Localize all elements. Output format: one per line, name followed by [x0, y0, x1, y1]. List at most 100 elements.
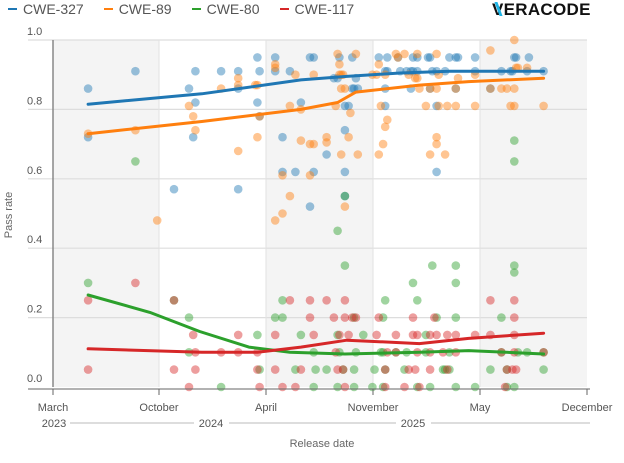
data-point-cwe-80 [349, 365, 359, 374]
data-point-cwe-89 [270, 63, 280, 73]
data-point-cwe-327 [453, 53, 463, 62]
data-point-cwe-80 [296, 330, 306, 340]
data-point-cwe-89 [351, 49, 361, 59]
y-tick-label: 0.8 [27, 95, 42, 107]
data-point-cwe-80 [131, 157, 140, 166]
data-point-cwe-89 [383, 115, 392, 125]
data-point-cwe-117 [510, 296, 519, 305]
data-point-cwe-89 [502, 84, 512, 93]
data-point-cwe-89 [393, 53, 403, 62]
data-point-cwe-89 [305, 139, 315, 149]
data-point-cwe-80 [510, 382, 519, 392]
trend-line-cwe-117 [86, 331, 546, 354]
data-point-cwe-327 [131, 66, 140, 76]
data-point-cwe-327 [305, 202, 315, 211]
data-point-cwe-327 [445, 53, 454, 62]
data-point-cwe-117 [425, 365, 435, 374]
data-point-cwe-89 [374, 60, 384, 69]
data-point-cwe-89 [432, 139, 441, 149]
data-point-cwe-327 [510, 53, 519, 62]
data-point-cwe-89 [376, 101, 386, 111]
data-point-cwe-327 [216, 66, 226, 76]
data-point-cwe-117 [335, 330, 344, 340]
trend-line-cwe-89 [86, 76, 546, 136]
data-point-cwe-117 [425, 330, 435, 340]
data-point-cwe-327 [413, 53, 422, 62]
data-point-cwe-327 [425, 84, 435, 93]
data-point-cwe-327 [191, 98, 200, 107]
data-point-cwe-327 [291, 167, 300, 177]
data-point-cwe-117 [502, 365, 512, 374]
data-point-cwe-80 [368, 382, 377, 392]
data-point-cwe-327 [432, 101, 441, 111]
data-point-cwe-117 [432, 330, 441, 340]
data-point-cwe-80 [510, 136, 519, 145]
data-point-cwe-117 [278, 382, 287, 392]
data-point-cwe-89 [539, 101, 548, 111]
data-point-cwe-80 [432, 313, 441, 322]
data-point-cwe-117 [374, 313, 384, 322]
x-tick-label: May [470, 402, 491, 414]
data-point-cwe-80 [539, 365, 548, 374]
data-point-cwe-80 [278, 296, 287, 305]
data-point-cwe-89 [434, 101, 444, 111]
data-point-cwe-327 [184, 84, 194, 93]
data-point-cwe-80 [408, 278, 418, 288]
data-point-cwe-80 [370, 365, 379, 374]
data-point-cwe-89 [410, 73, 420, 83]
data-point-cwe-327 [169, 184, 179, 194]
data-point-cwe-89 [374, 150, 384, 159]
data-point-cwe-89 [322, 138, 331, 147]
data-point-cwe-117 [253, 365, 262, 374]
data-point-cwe-327 [344, 101, 353, 111]
data-point-cwe-117 [329, 313, 339, 322]
data-point-cwe-89 [451, 101, 461, 111]
data-point-cwe-80 [255, 365, 264, 374]
data-point-cwe-117 [404, 365, 414, 374]
data-point-cwe-89 [400, 49, 409, 59]
data-point-cwe-117 [340, 313, 350, 322]
data-point-cwe-89 [336, 150, 346, 159]
data-point-cwe-117 [400, 382, 409, 392]
x-tick-label: April [255, 402, 277, 414]
data-point-cwe-89 [391, 49, 401, 59]
data-point-cwe-117 [410, 365, 420, 374]
data-point-cwe-327 [191, 66, 200, 76]
data-point-cwe-117 [380, 365, 390, 374]
data-point-cwe-80 [340, 261, 350, 270]
x-tick-label: December [562, 402, 613, 414]
data-point-cwe-327 [423, 53, 433, 62]
data-point-cwe-117 [296, 365, 306, 374]
y-tick-label: 0.0 [27, 373, 42, 385]
x-axis-title: Release date [290, 438, 355, 450]
data-point-cwe-327 [425, 53, 435, 62]
data-point-cwe-117 [305, 313, 315, 322]
plot-band [159, 40, 266, 387]
data-point-cwe-327 [451, 53, 461, 62]
data-point-cwe-80 [510, 157, 519, 166]
data-point-cwe-117 [255, 382, 264, 392]
data-point-cwe-80 [380, 365, 390, 374]
data-point-cwe-327 [374, 53, 384, 62]
legend-item-cwe-327: CWE-327 [8, 1, 84, 17]
data-point-cwe-89 [421, 101, 431, 111]
data-point-cwe-80 [216, 382, 226, 392]
trend-line-cwe-80 [86, 293, 546, 356]
data-point-cwe-80 [291, 365, 300, 374]
data-point-cwe-80 [378, 313, 388, 322]
data-point-cwe-80 [333, 226, 342, 236]
data-point-cwe-327 [348, 53, 357, 62]
data-point-cwe-80 [425, 382, 435, 392]
data-point-cwe-89 [285, 101, 295, 111]
x-year-label: 2024 [199, 418, 223, 430]
data-point-cwe-80 [470, 382, 480, 392]
data-point-cwe-117 [443, 365, 452, 374]
data-point-cwe-327 [470, 53, 480, 62]
y-tick-label: 1.0 [27, 26, 42, 38]
data-point-cwe-80 [451, 261, 461, 270]
data-point-cwe-327 [340, 191, 350, 201]
x-year-label: 2025 [401, 418, 425, 430]
data-point-cwe-80 [349, 313, 359, 322]
y-tick-label: 0.4 [27, 234, 42, 246]
data-point-cwe-117 [430, 313, 439, 322]
